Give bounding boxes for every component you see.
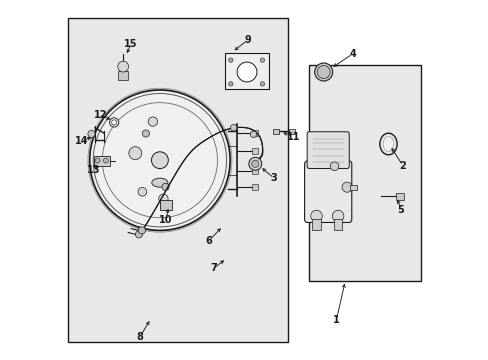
Text: 13: 13	[87, 165, 101, 175]
Circle shape	[138, 227, 145, 234]
Circle shape	[138, 188, 146, 196]
Text: 12: 12	[94, 110, 107, 120]
Text: 1: 1	[332, 315, 339, 325]
Text: 5: 5	[397, 204, 404, 215]
Circle shape	[118, 61, 128, 72]
Circle shape	[332, 210, 343, 222]
Circle shape	[135, 231, 142, 238]
Bar	[311, 219, 320, 230]
Bar	[251, 130, 258, 136]
Circle shape	[329, 162, 338, 171]
Circle shape	[142, 130, 149, 137]
Text: 15: 15	[124, 39, 138, 49]
Circle shape	[128, 147, 142, 160]
Ellipse shape	[151, 178, 168, 187]
FancyBboxPatch shape	[118, 71, 128, 80]
Text: 7: 7	[210, 263, 217, 273]
FancyBboxPatch shape	[225, 53, 268, 89]
FancyBboxPatch shape	[160, 200, 172, 210]
Bar	[251, 168, 258, 174]
FancyBboxPatch shape	[306, 132, 348, 168]
Circle shape	[228, 82, 232, 86]
Text: 10: 10	[159, 215, 172, 225]
Circle shape	[250, 131, 256, 138]
Bar	[68, 18, 287, 342]
Circle shape	[230, 125, 237, 131]
Circle shape	[260, 82, 264, 86]
Circle shape	[148, 117, 157, 126]
Bar	[349, 185, 356, 190]
Text: 14: 14	[75, 136, 88, 146]
Circle shape	[310, 210, 322, 222]
Circle shape	[248, 157, 261, 170]
Circle shape	[260, 58, 264, 62]
Circle shape	[251, 160, 258, 167]
Circle shape	[109, 118, 119, 127]
Bar	[309, 65, 420, 281]
Bar	[94, 156, 110, 166]
Bar	[396, 193, 404, 200]
Circle shape	[162, 183, 169, 190]
Text: 8: 8	[136, 332, 143, 342]
Circle shape	[103, 158, 108, 163]
FancyBboxPatch shape	[304, 161, 351, 222]
Text: 9: 9	[244, 35, 251, 45]
Circle shape	[317, 66, 329, 78]
Bar	[288, 129, 294, 134]
Circle shape	[151, 152, 168, 168]
Text: 2: 2	[399, 161, 406, 171]
Circle shape	[342, 182, 351, 192]
Text: 4: 4	[348, 49, 355, 59]
Text: 3: 3	[270, 173, 277, 183]
Ellipse shape	[237, 62, 256, 82]
Circle shape	[111, 120, 117, 125]
Bar	[333, 219, 342, 230]
Circle shape	[88, 88, 231, 232]
Circle shape	[95, 158, 100, 163]
Ellipse shape	[382, 136, 393, 152]
Circle shape	[314, 63, 332, 81]
Circle shape	[88, 130, 95, 138]
Circle shape	[159, 194, 168, 203]
Text: 11: 11	[286, 132, 300, 142]
Circle shape	[89, 90, 230, 230]
Circle shape	[228, 58, 232, 62]
Bar	[251, 184, 258, 190]
Bar	[273, 129, 278, 134]
Bar	[251, 148, 258, 154]
Text: 6: 6	[204, 236, 211, 246]
